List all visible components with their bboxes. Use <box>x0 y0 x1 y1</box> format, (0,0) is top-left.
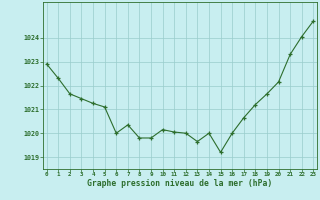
X-axis label: Graphe pression niveau de la mer (hPa): Graphe pression niveau de la mer (hPa) <box>87 179 273 188</box>
